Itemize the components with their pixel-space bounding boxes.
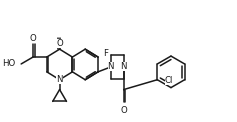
Text: O: O	[120, 106, 127, 115]
Text: O: O	[56, 39, 63, 48]
Text: N: N	[108, 62, 114, 71]
Text: HO: HO	[2, 59, 15, 68]
Text: Cl: Cl	[165, 76, 173, 85]
Text: O: O	[30, 34, 36, 43]
Text: F: F	[103, 49, 108, 58]
Text: N: N	[56, 75, 63, 84]
Text: N: N	[120, 62, 127, 71]
